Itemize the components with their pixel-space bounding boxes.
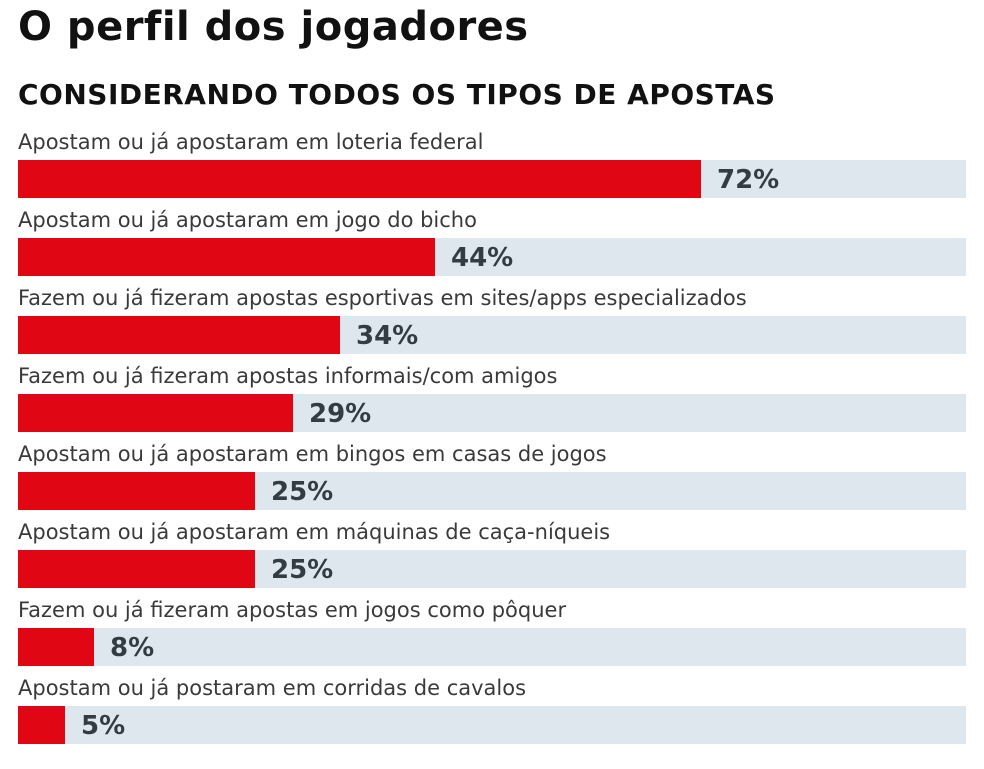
bar-track: 34% [18, 316, 966, 354]
bar-value-label: 72% [717, 165, 780, 195]
bar-value-label: 25% [271, 477, 334, 507]
bar-value-label: 8% [110, 633, 155, 663]
bar-track: 29% [18, 394, 966, 432]
bar-value-label: 44% [451, 243, 514, 273]
chart-title: O perfil dos jogadores [18, 4, 529, 50]
bar [18, 628, 94, 666]
bar-label: Apostam ou já apostaram em máquinas de c… [18, 520, 611, 544]
bar-track: 25% [18, 472, 966, 510]
bar [18, 238, 435, 276]
bar [18, 550, 255, 588]
chart-subtitle: CONSIDERANDO TODOS OS TIPOS DE APOSTAS [18, 78, 776, 111]
bar-value-label: 25% [271, 555, 334, 585]
bar-track: 44% [18, 238, 966, 276]
bar-label: Fazem ou já fizeram apostas esportivas e… [18, 286, 747, 310]
bar-value-label: 29% [309, 399, 372, 429]
bar [18, 316, 340, 354]
bar-value-label: 5% [81, 711, 126, 741]
bar-track: 25% [18, 550, 966, 588]
bar-track: 8% [18, 628, 966, 666]
bar-label: Fazem ou já fizeram apostas em jogos com… [18, 598, 567, 622]
bar-label: Apostam ou já postaram em corridas de ca… [18, 676, 527, 700]
bar [18, 394, 293, 432]
bar [18, 472, 255, 510]
bar-value-label: 34% [356, 321, 419, 351]
bar-label: Apostam ou já apostaram em jogo do bicho [18, 208, 477, 232]
bar-label: Fazem ou já fizeram apostas informais/co… [18, 364, 558, 388]
bar [18, 706, 65, 744]
bar-track: 72% [18, 160, 966, 198]
bar [18, 160, 701, 198]
bar-track: 5% [18, 706, 966, 744]
bar-label: Apostam ou já apostaram em loteria feder… [18, 130, 484, 154]
bar-label: Apostam ou já apostaram em bingos em cas… [18, 442, 607, 466]
